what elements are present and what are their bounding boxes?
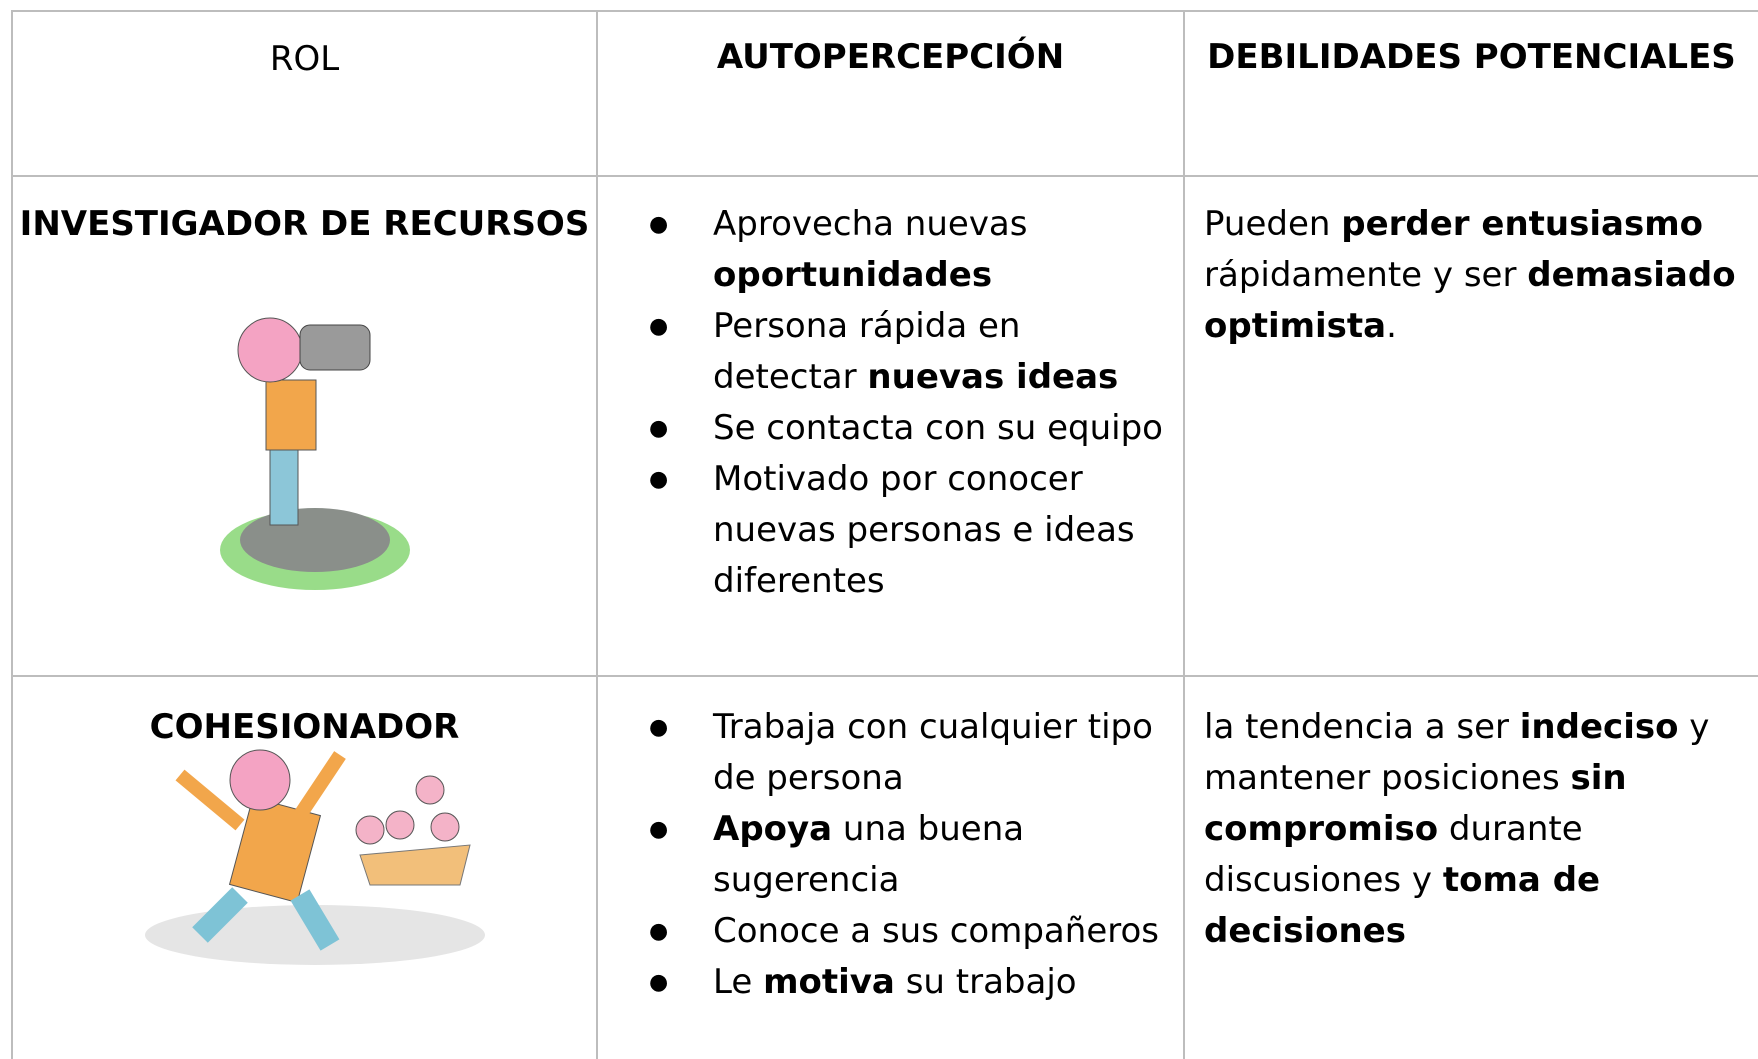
- border: [11, 175, 1758, 177]
- text-run: una buena sugerencia: [713, 809, 1025, 900]
- illustration: [220, 317, 410, 590]
- text-run: Motivado por conocer nuevas personas e i…: [713, 459, 1135, 601]
- text-run: durante discusiones y: [1204, 809, 1583, 900]
- weakness-cell: Pueden perder entusiasmo rápidamente y s…: [1204, 199, 1756, 352]
- text-run: Se contacta con su equipo: [713, 408, 1163, 448]
- text-run: rápidamente y ser: [1204, 255, 1528, 295]
- illustration: [145, 749, 485, 965]
- text-run: oportunidades: [713, 255, 993, 295]
- border: [11, 10, 13, 1059]
- text-run: y mantener posiciones: [1204, 707, 1710, 798]
- text-run: su trabajo: [894, 962, 1077, 1002]
- text-run: motiva: [763, 962, 895, 1002]
- text-run: nuevas ideas: [867, 357, 1119, 397]
- text-run: Trabaja con cualquier tipo de persona: [713, 707, 1153, 798]
- text-run: Conoce a sus compañeros: [713, 911, 1159, 951]
- text-run: la tendencia a ser: [1204, 707, 1520, 747]
- trait-item: Trabaja con cualquier tipo de persona: [649, 702, 1173, 804]
- text-run: Aprovecha nuevas: [713, 204, 1028, 244]
- header-cell: ROL: [269, 39, 340, 79]
- trait-item: Se contacta con su equipo: [649, 403, 1173, 454]
- trait-item: Persona rápida en detectar nuevas ideas: [649, 301, 1173, 403]
- border: [11, 10, 1758, 12]
- text-run: demasiado optimista: [1204, 255, 1736, 346]
- trait-list: Trabaja con cualquier tipo de personaApo…: [649, 702, 1173, 1008]
- text-run: toma de decisiones: [1204, 860, 1601, 951]
- text-run: sin compromiso: [1204, 758, 1627, 849]
- header-cell: AUTOPERCEPCIÓN: [716, 37, 1065, 77]
- text-run: Pueden: [1204, 204, 1342, 244]
- border: [11, 675, 1758, 677]
- trait-item: Motivado por conocer nuevas personas e i…: [649, 454, 1173, 607]
- trait-item: Le motiva su trabajo: [649, 957, 1173, 1008]
- text-run: perder entusiasmo: [1341, 204, 1703, 244]
- role-cell: COHESIONADOR: [149, 707, 460, 747]
- weakness-cell: la tendencia a ser indeciso y mantener p…: [1204, 702, 1756, 957]
- trait-item: Aprovecha nuevas oportunidades: [649, 199, 1173, 301]
- text-run: Le: [713, 962, 764, 1002]
- trait-list: Aprovecha nuevas oportunidadesPersona rá…: [649, 199, 1173, 607]
- text-run: .: [1386, 306, 1397, 346]
- text-run: Apoya: [713, 809, 833, 849]
- trait-item: Apoya una buena sugerencia: [649, 804, 1173, 906]
- header-cell: DEBILIDADES POTENCIALES: [1207, 37, 1736, 77]
- trait-item: Conoce a sus compañeros: [649, 906, 1173, 957]
- text-run: indeciso: [1519, 707, 1679, 747]
- border: [596, 10, 598, 1059]
- border: [1183, 10, 1185, 1059]
- text-run: Persona rápida en detectar: [713, 306, 1021, 397]
- role-cell: INVESTIGADOR DE RECURSOS: [19, 204, 590, 244]
